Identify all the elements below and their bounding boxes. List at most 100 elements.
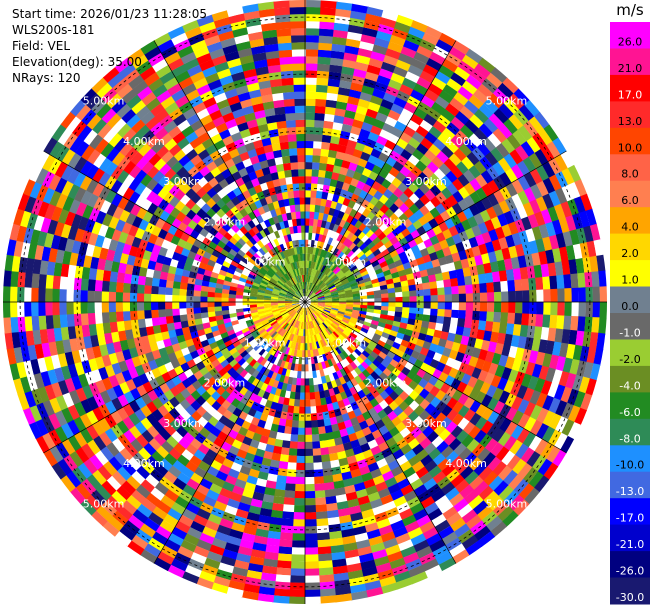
range-gate [478,243,489,256]
range-gate [309,268,313,276]
range-gate [354,61,370,72]
range-gate [407,278,416,286]
range-gate [368,270,377,278]
range-gate [513,109,530,127]
range-gate [436,150,450,164]
range-gate [495,142,511,159]
range-gate [366,6,385,18]
range-gate [458,143,473,158]
range-gate [555,171,569,189]
range-gate [547,262,557,278]
range-gate [379,129,392,140]
range-gate [377,105,392,117]
range-gate [334,108,347,118]
range-gate [344,257,352,266]
range-gate [477,83,494,100]
range-gate [520,141,536,158]
range-gate [493,189,506,205]
range-gate [332,36,348,46]
range-gate [519,266,529,281]
range-gate [331,171,340,181]
range-gate [322,275,329,282]
range-gate [305,35,320,43]
range-gate [530,184,543,201]
range-gate [314,287,321,294]
range-gate [419,70,436,84]
range-gate [305,289,308,297]
range-gate [345,103,359,113]
range-gate [378,280,387,287]
range-gate [314,112,326,121]
range-gate [326,269,333,277]
range-gate [387,287,396,294]
range-gate [336,241,344,250]
range-gate [307,282,310,290]
range-gate [387,109,402,122]
range-gate [473,212,485,226]
range-gate [320,265,326,273]
range-gate [318,272,324,280]
range-gate [331,294,339,298]
range-gate [350,217,359,227]
range-gate [355,276,364,283]
range-gate [419,38,437,53]
range-gate [400,108,415,121]
range-gate [545,221,557,238]
range-gate [364,71,380,83]
range-gate [312,155,321,163]
range-gate [317,295,325,299]
range-gate [324,106,337,116]
range-gate [319,282,326,289]
range-gate [314,277,319,285]
range-gate [320,198,328,207]
range-gate [394,286,403,293]
range-gate [317,298,326,301]
range-gate [446,78,463,93]
range-gate [334,15,352,25]
range-gate [498,270,508,283]
range-gate [321,257,328,266]
range-gate [422,282,431,291]
range-gate [309,253,313,262]
range-gate [376,135,389,147]
range-gate [344,146,356,156]
range-gate [450,116,466,131]
range-gate [490,67,508,84]
range-gate [308,232,313,240]
range-gate [318,234,324,242]
range-gate [339,219,347,228]
range-gate [352,293,361,298]
range-gate [305,246,309,254]
range-gate [400,280,409,288]
range-gate [315,290,322,295]
range-gate [415,256,425,266]
range-gate [305,6,322,15]
range-gate [510,256,520,270]
elevation-text: Elevation(deg): 35.00 [12,55,142,69]
range-gate [311,254,316,262]
range-gate [338,295,347,299]
range-gate [433,265,443,275]
range-gate [305,154,314,163]
range-gate [354,142,366,152]
range-gate [317,296,325,300]
range-gate [327,281,334,288]
range-gate [394,120,408,133]
range-gate [533,264,543,279]
range-gate [432,242,443,253]
range-gate [540,208,553,225]
range-gate [464,100,480,115]
range-gate [515,243,525,258]
range-gate [567,198,580,217]
range-gate [524,99,541,118]
range-gate [345,38,362,49]
range-gate [481,183,494,198]
range-gate [415,160,428,173]
range-gate [346,168,356,179]
range-gate [308,225,314,233]
range-gate [532,132,548,150]
range-gate [308,291,314,298]
range-gate [438,221,449,233]
range-gate [446,194,459,208]
range-gate [393,66,409,78]
